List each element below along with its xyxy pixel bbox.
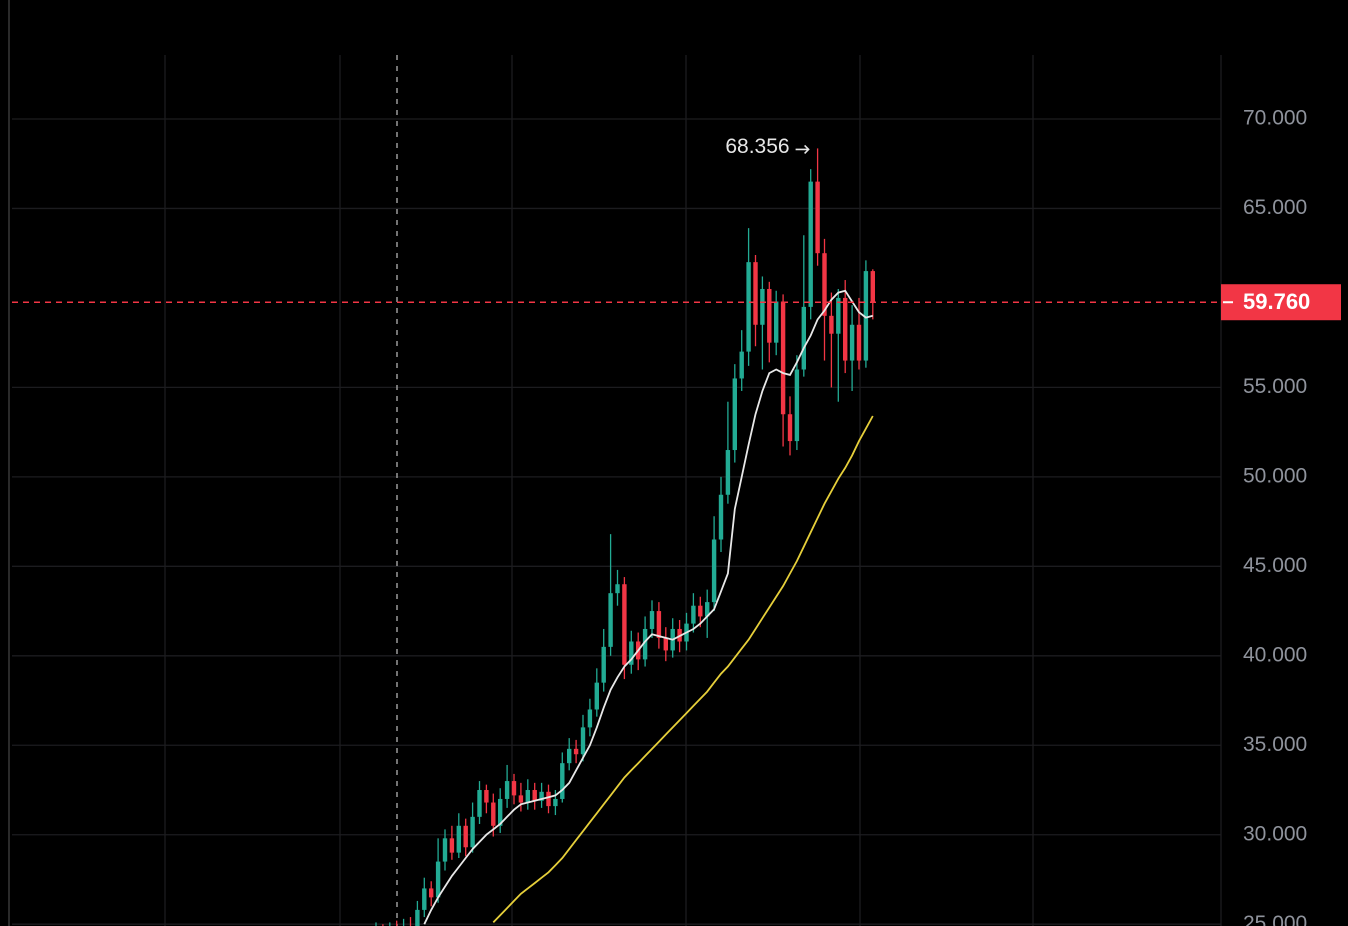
candle-body (546, 791, 551, 807)
y-tick-label: 55.000 (1243, 375, 1307, 398)
candle-body (739, 351, 744, 379)
candle-body (863, 271, 869, 361)
price-axis: 25.000 30.000 35.000 40.000 45.000 50.000 55.0… (1221, 107, 1341, 926)
candle-body (746, 262, 751, 352)
candle-body (870, 271, 875, 303)
candle-body (580, 727, 586, 755)
last-price-label: 59.760 (1243, 289, 1310, 314)
candle-body (429, 888, 434, 898)
candle-body (560, 763, 565, 799)
candle-body (629, 641, 634, 665)
plot: 68.356 (12, 135, 1221, 926)
candle-body (470, 816, 475, 848)
candle-body (567, 748, 572, 764)
candle-body (774, 301, 779, 343)
candle-body (691, 605, 696, 624)
candle-body (794, 369, 800, 442)
candle-body (518, 795, 524, 803)
y-tick-label: 65.000 (1243, 196, 1307, 219)
candle-body (456, 825, 461, 853)
candle-body (539, 791, 544, 801)
candle-body (553, 798, 558, 807)
candle-body (836, 297, 841, 334)
candle-body (511, 781, 517, 796)
candle-body (477, 790, 482, 817)
y-tick-label: 35.000 (1243, 733, 1307, 756)
y-tick-label: 40.000 (1243, 643, 1307, 666)
candle-body (753, 262, 758, 325)
candle-body (663, 637, 668, 651)
y-tick-label: 50.000 (1243, 464, 1307, 487)
candle-body (422, 888, 427, 910)
candle-body (587, 709, 593, 728)
high-annotation: 68.356 (725, 135, 789, 158)
candle-body (573, 748, 579, 755)
candle-body (780, 301, 786, 415)
candle-body (415, 909, 420, 926)
candle-body (829, 315, 834, 334)
y-tick-label: 30.000 (1243, 822, 1307, 845)
candle-body (725, 450, 731, 495)
candle-body (484, 790, 489, 803)
candle-body (594, 682, 599, 710)
candle-body (767, 288, 772, 343)
moving-average (423, 289, 874, 925)
candle-body (608, 593, 613, 647)
last-price-badge (1221, 284, 1341, 321)
candle-body (843, 297, 848, 361)
candle-body (615, 584, 620, 594)
candle-body (711, 539, 717, 603)
candle-body (705, 602, 710, 617)
candle-body (787, 414, 793, 442)
candle-body (698, 605, 703, 617)
candle-body (449, 838, 455, 853)
candle-body (622, 584, 627, 665)
candle-body (504, 781, 510, 799)
candle-body (442, 838, 448, 862)
candle-body (856, 324, 862, 361)
high-arrow (795, 144, 810, 154)
candle-body (649, 611, 655, 629)
candle-body (642, 628, 648, 660)
candle-body (435, 861, 441, 898)
vertical-grid (164, 55, 1222, 926)
candle-body (801, 306, 806, 370)
candle-body (732, 378, 737, 451)
moving-average (492, 415, 874, 924)
candle-body (718, 494, 724, 540)
candle-body (822, 253, 827, 316)
candle-body (491, 802, 496, 826)
candle-body (498, 798, 503, 826)
y-tick-label: 45.000 (1243, 554, 1307, 577)
candle-body (601, 646, 606, 683)
candle-body (525, 790, 530, 803)
candle-body (532, 790, 537, 801)
candle-body (760, 288, 765, 325)
candle-body (815, 181, 820, 254)
y-tick-label: 70.000 (1243, 107, 1307, 130)
candle-body (808, 181, 813, 307)
candle-body (656, 611, 662, 638)
y-tick-label: 25.000 (1243, 912, 1307, 926)
horizontal-grid (12, 118, 1221, 925)
candle-body (849, 324, 855, 361)
candle-body (463, 825, 468, 848)
